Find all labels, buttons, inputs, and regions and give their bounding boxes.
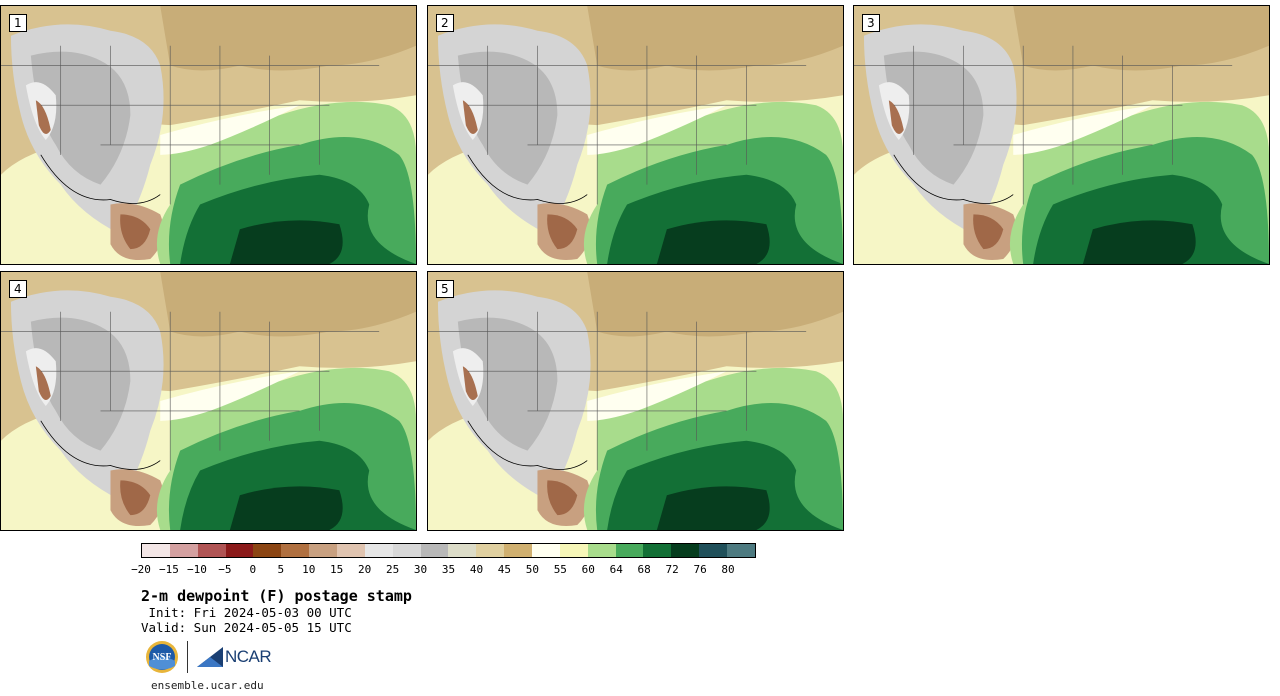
colorbar-tick-label: 20: [358, 563, 372, 576]
colorbar-swatch: [448, 544, 477, 557]
logo-row: NSF NCAR: [145, 640, 272, 674]
colorbar-swatch: [671, 544, 700, 557]
colorbar-swatch: [364, 544, 393, 557]
colorbar-tick-label: 64: [609, 563, 623, 576]
colorbar-tick-label: 35: [441, 563, 456, 576]
ncar-logo-text: NCAR: [225, 647, 272, 666]
logo-divider: [187, 641, 188, 673]
colorbar-swatch: [309, 544, 338, 557]
colorbar-swatch: [337, 544, 365, 557]
panel-label: 4: [9, 280, 27, 298]
colorbar-tick-label: 15: [330, 563, 344, 576]
panel-label: 5: [436, 280, 454, 298]
colorbar-tick-label: 60: [581, 563, 595, 576]
svg-text:NSF: NSF: [153, 652, 172, 663]
colorbar-swatch: [615, 544, 644, 557]
colorbar-tick-label: 76: [693, 563, 707, 576]
valid-time: Valid: Sun 2024-05-05 15 UTC: [141, 620, 352, 635]
colorbar-swatch: [197, 544, 226, 557]
colorbar-tick-label: 50: [525, 563, 539, 576]
dewpoint-map: [854, 6, 1269, 264]
init-time: Init: Fri 2024-05-03 00 UTC: [141, 605, 352, 620]
colorbar-swatch: [643, 544, 672, 557]
colorbar-swatch: [392, 544, 421, 557]
figure-title: 2-m dewpoint (F) postage stamp: [141, 587, 412, 605]
dewpoint-colorbar: [141, 543, 756, 558]
colorbar-tick-label: 68: [637, 563, 651, 576]
colorbar-swatch: [253, 544, 282, 557]
colorbar-tick-label: 45: [497, 563, 512, 576]
colorbar-tick-label: 5: [277, 563, 285, 576]
colorbar-tick-label: 25: [385, 563, 400, 576]
website-link[interactable]: ensemble.ucar.edu: [151, 679, 264, 692]
colorbar-swatch: [142, 544, 170, 557]
colorbar-swatch: [559, 544, 588, 557]
map-panel-4: 4: [0, 271, 417, 531]
colorbar-tick-label: 0: [249, 563, 257, 576]
colorbar-swatch: [225, 544, 254, 557]
colorbar-swatch: [504, 544, 533, 557]
colorbar-tick-label: 30: [413, 563, 428, 576]
map-panel-1: 1: [0, 5, 417, 265]
map-panel-5: 5: [427, 271, 844, 531]
colorbar-tick-label: −15: [159, 563, 179, 576]
nsf-logo: NSF: [146, 641, 178, 673]
colorbar-tick-label: −5: [218, 563, 232, 576]
colorbar-swatch: [281, 544, 310, 557]
colorbar-swatch: [420, 544, 449, 557]
colorbar-swatch: [699, 544, 728, 557]
colorbar-tick-label: 80: [721, 563, 735, 576]
map-panel-2: 2: [427, 5, 844, 265]
dewpoint-map: [428, 6, 843, 264]
colorbar-tick-label: −20: [131, 563, 151, 576]
dewpoint-map: [428, 272, 843, 530]
colorbar-swatch: [169, 544, 198, 557]
ncar-mark-icon: [197, 647, 223, 667]
colorbar-swatch: [532, 544, 560, 557]
colorbar-ticks: −20 −15 −10 −5 0 5 10 15 20 25 30 35 40 45 50 55 60 64 68 7…: [131, 563, 756, 577]
colorbar-swatch: [727, 544, 755, 557]
panel-label: 3: [862, 14, 880, 32]
colorbar-tick-label: 10: [302, 563, 316, 576]
map-panel-3: 3: [853, 5, 1270, 265]
colorbar-tick-label: 55: [553, 563, 567, 576]
colorbar-tick-label: 40: [469, 563, 484, 576]
dewpoint-map: [1, 272, 416, 530]
panel-label: 2: [436, 14, 454, 32]
colorbar-swatch: [587, 544, 616, 557]
colorbar-tick-label: −10: [186, 563, 207, 576]
dewpoint-map: [1, 6, 416, 264]
colorbar-tick-label: 72: [665, 563, 679, 576]
colorbar-swatch: [476, 544, 505, 557]
panel-label: 1: [9, 14, 27, 32]
